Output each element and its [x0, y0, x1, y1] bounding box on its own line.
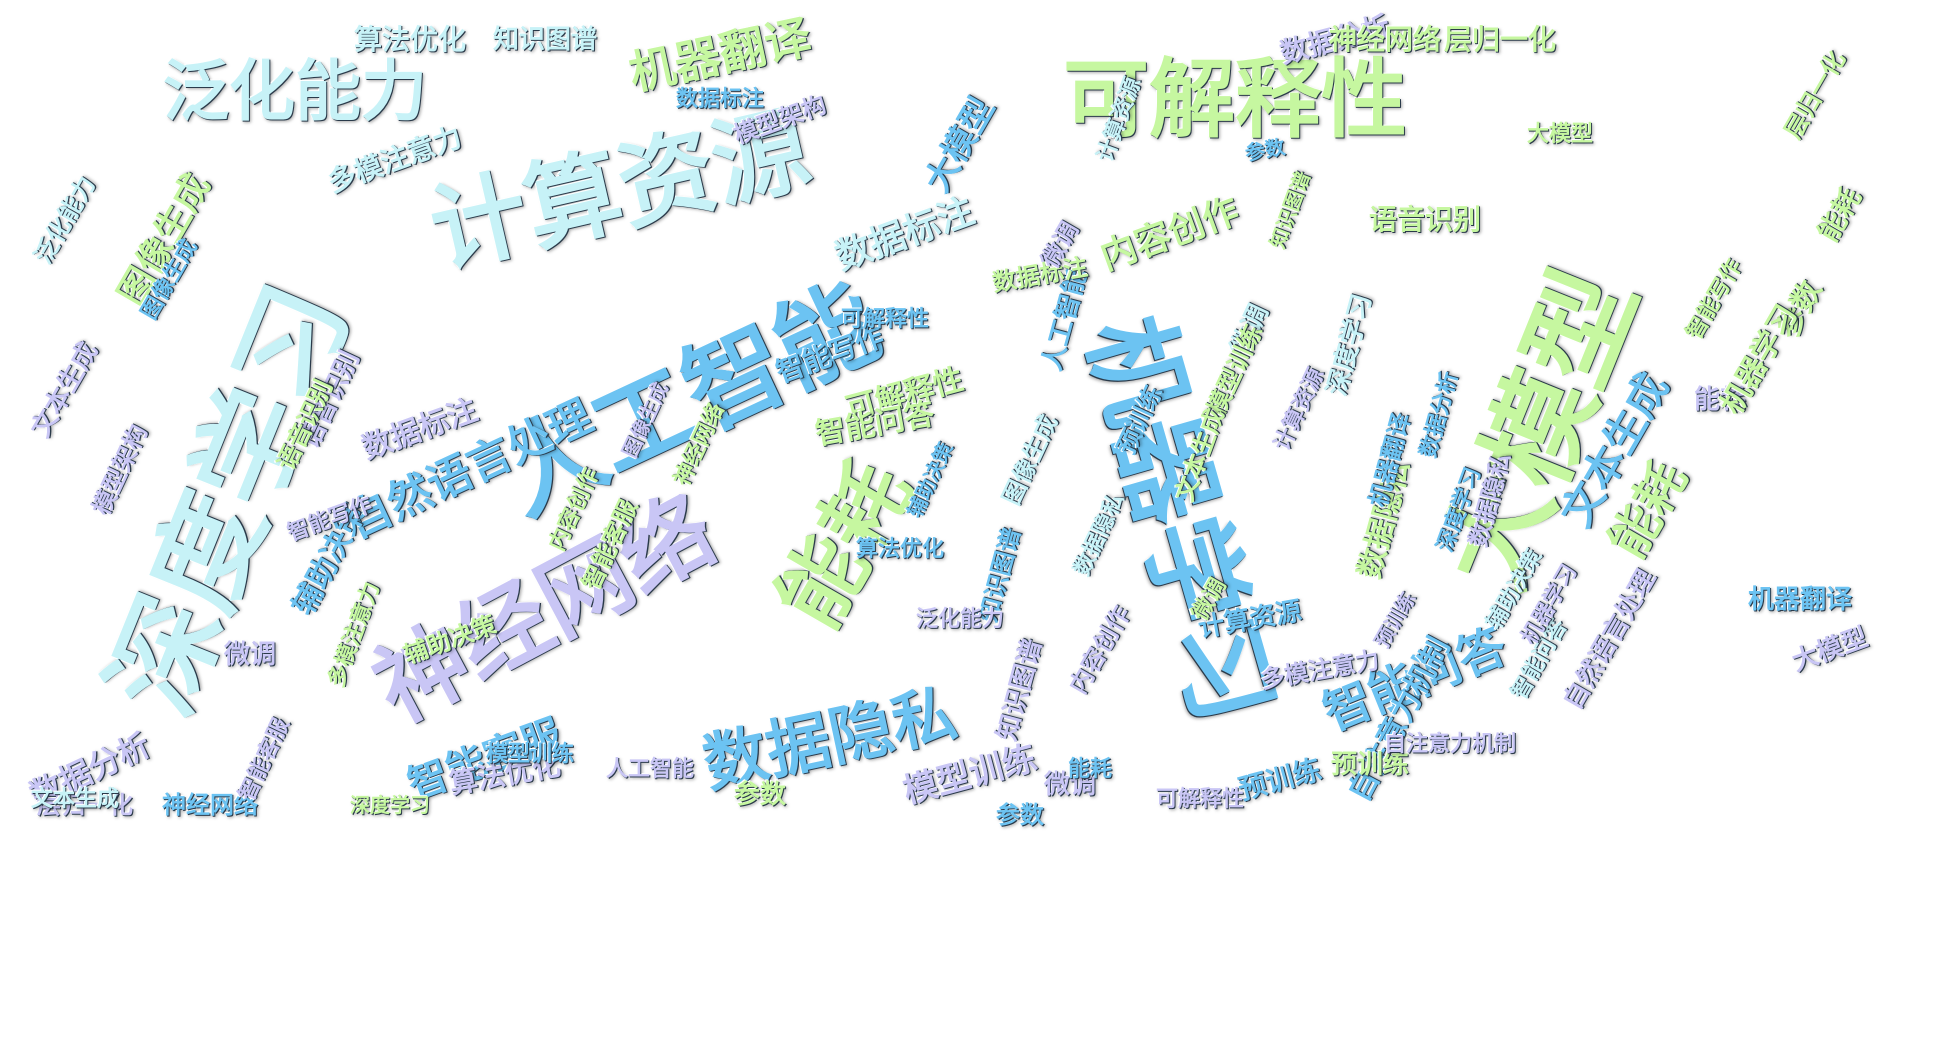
cloud-word: 参数 [996, 801, 1044, 829]
cloud-word: 数据标注 [676, 87, 765, 112]
cloud-word: 自注意力机制 [1384, 732, 1517, 757]
cloud-word: 神经网络 [1329, 23, 1442, 56]
cloud-word: 机器翻译 [1748, 585, 1853, 615]
cloud-word: 知识图谱 [493, 25, 598, 55]
cloud-word: 算法优化 [856, 537, 945, 562]
cloud-word: 内容创作 [1095, 190, 1245, 279]
cloud-word: 大模型 [1788, 622, 1872, 678]
cloud-word: 大模型 [1527, 122, 1594, 147]
cloud-word: 预训练 [1331, 750, 1410, 780]
cloud-word: 层归一化 [37, 791, 133, 819]
cloud-word: 深度学习 [1322, 290, 1378, 400]
cloud-word: 参数 [1243, 134, 1287, 166]
cloud-word: 微调 [1044, 770, 1097, 800]
cloud-word: 泛化能力 [28, 171, 102, 269]
cloud-word: 数据分析 [1416, 369, 1463, 461]
cloud-word: 智能写作 [1681, 255, 1748, 345]
cloud-word: 能耗 [1068, 757, 1113, 782]
cloud-word: 模型训练 [1202, 320, 1268, 420]
cloud-word: 泛化能力 [916, 607, 1005, 632]
cloud-word: 层归一化 [1444, 23, 1557, 56]
cloud-word: 智能问答 [812, 396, 938, 453]
cloud-word: 文本生成 [31, 787, 120, 812]
cloud-word: 可解释性 [841, 307, 930, 332]
cloud-word: 自然语言处理 [1558, 564, 1663, 716]
cloud-word: 泛化能力 [163, 53, 427, 130]
cloud-word: 人工智能 [606, 757, 695, 782]
cloud-word: 语音识别 [1369, 203, 1482, 236]
cloud-word: 内容创作 [1063, 601, 1137, 699]
cloud-word: 参数 [734, 780, 787, 810]
cloud-word: 文本生成 [26, 337, 105, 443]
cloud-word: 可解释性 [1156, 787, 1245, 812]
cloud-word: 数据标注 [830, 190, 980, 279]
cloud-word: 智能客服 [234, 714, 295, 805]
cloud-word: 模型训练 [486, 742, 575, 767]
cloud-word: 机器学习 [1714, 299, 1805, 421]
cloud-word: 预训练 [1235, 752, 1325, 807]
cloud-word: 机器翻译 [624, 9, 816, 101]
cloud-word: 可解释性 [1063, 50, 1407, 150]
cloud-word: 预训练 [1369, 588, 1421, 652]
cloud-word: 辅助决策 [902, 438, 958, 522]
cloud-word: 能耗 [1811, 182, 1868, 248]
cloud-word: 算法优化 [354, 23, 467, 56]
cloud-word: 知识图谱 [1265, 168, 1315, 252]
cloud-word: 知识图谱 [992, 635, 1048, 745]
cloud-word: 深度学习 [350, 793, 430, 817]
cloud-word: 微调 [224, 640, 277, 670]
cloud-word: 计算资源 [1269, 364, 1330, 455]
cloud-word: 层归一化 [1778, 46, 1852, 144]
cloud-word: 模型架构 [87, 420, 153, 520]
cloud-word: 神经网络 [162, 791, 258, 819]
cloud-word: 能耗 [1694, 385, 1747, 415]
cloud-word: 图像生成 [997, 410, 1063, 510]
cloud-word: 大模型 [917, 90, 1003, 200]
